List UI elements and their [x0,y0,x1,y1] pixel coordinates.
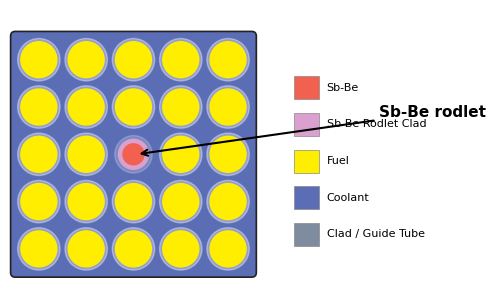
Circle shape [68,89,104,125]
Circle shape [21,89,57,125]
Circle shape [65,38,108,81]
Circle shape [116,89,152,125]
Circle shape [18,133,60,176]
Circle shape [68,42,104,78]
Text: Fuel: Fuel [326,156,349,166]
Circle shape [207,86,250,128]
Text: Clad / Guide Tube: Clad / Guide Tube [326,230,424,240]
Circle shape [160,228,202,270]
Circle shape [210,136,246,172]
Circle shape [160,86,202,128]
Circle shape [21,231,57,267]
Circle shape [68,231,104,267]
Circle shape [163,183,198,219]
Circle shape [112,180,154,223]
Circle shape [207,228,250,270]
Circle shape [112,86,154,128]
Circle shape [210,183,246,219]
Circle shape [160,180,202,223]
Circle shape [118,139,148,169]
Circle shape [116,231,152,267]
Circle shape [114,136,152,173]
Text: Sb-Be rodlet: Sb-Be rodlet [142,105,486,156]
Circle shape [207,38,250,81]
Circle shape [210,42,246,78]
Circle shape [18,180,60,223]
Bar [294,150,320,173]
Circle shape [18,228,60,270]
Circle shape [163,42,198,78]
Circle shape [163,136,198,172]
Circle shape [18,86,60,128]
Circle shape [21,183,57,219]
Circle shape [18,38,60,81]
Circle shape [163,89,198,125]
Circle shape [207,133,250,176]
Text: Coolant: Coolant [326,193,370,203]
Circle shape [160,38,202,81]
Circle shape [160,133,202,176]
Circle shape [210,231,246,267]
Circle shape [207,180,250,223]
Circle shape [210,89,246,125]
Bar [294,76,320,99]
Bar [294,223,320,246]
Circle shape [123,144,144,165]
Circle shape [112,38,154,81]
Circle shape [65,86,108,128]
Circle shape [163,231,198,267]
Circle shape [65,228,108,270]
Circle shape [68,183,104,219]
FancyBboxPatch shape [10,32,256,277]
Text: Sb-Be Rodlet Clad: Sb-Be Rodlet Clad [326,119,426,130]
Circle shape [68,136,104,172]
Circle shape [65,133,108,176]
Circle shape [21,42,57,78]
Circle shape [21,136,57,172]
Bar [294,186,320,209]
Circle shape [116,42,152,78]
Circle shape [65,180,108,223]
Circle shape [116,183,152,219]
Text: Sb-Be: Sb-Be [326,83,359,93]
Circle shape [112,228,154,270]
Bar [294,113,320,136]
